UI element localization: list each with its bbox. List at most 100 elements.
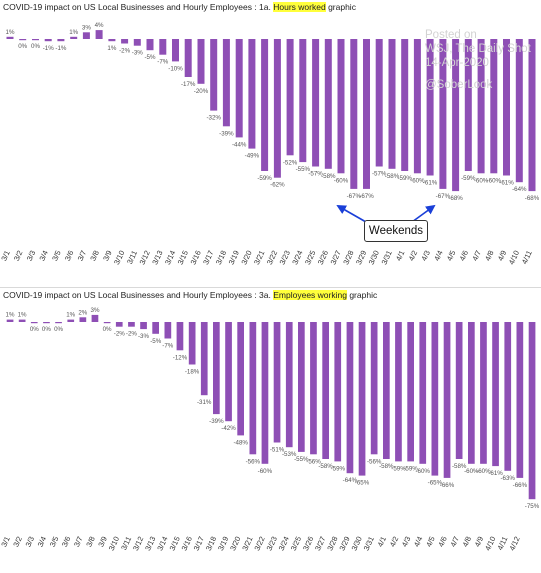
data-label: -56% — [306, 458, 321, 465]
bar — [67, 319, 75, 322]
bar — [286, 39, 294, 156]
bar — [32, 39, 39, 41]
data-label: -44% — [232, 141, 247, 148]
bar — [528, 39, 536, 192]
data-label: -12% — [173, 354, 188, 361]
data-label: -18% — [185, 369, 200, 376]
bar — [431, 322, 439, 476]
data-label: -7% — [162, 343, 174, 350]
x-tick-label: 4/10 — [507, 249, 521, 266]
bar — [464, 39, 472, 171]
x-tick-label: 3/18 — [204, 535, 218, 552]
data-label: -67% — [347, 193, 362, 200]
data-label: -61% — [499, 180, 514, 187]
bar — [443, 322, 451, 478]
bar — [121, 39, 129, 44]
bar — [6, 36, 14, 39]
x-tick-label: 3/24 — [277, 535, 291, 552]
x-tick-label: 4/3 — [400, 535, 413, 548]
data-label: -51% — [270, 447, 285, 454]
x-tick-label: 4/2 — [388, 535, 401, 548]
data-label: -60% — [487, 177, 502, 184]
bar — [115, 322, 123, 327]
bar — [146, 39, 154, 51]
weekends-annotation: Weekends — [364, 220, 428, 242]
x-tick-label: 4/4 — [412, 535, 425, 548]
watermark-line: Posted on — [425, 29, 477, 41]
data-label: -42% — [221, 425, 236, 432]
data-label: -59% — [397, 175, 412, 182]
data-label: 0% — [54, 326, 63, 333]
bar — [468, 322, 475, 464]
data-label: -58% — [318, 463, 333, 470]
x-tick-label: 3/22 — [265, 249, 279, 266]
x-tick-label: 3/17 — [192, 535, 206, 552]
chart-title-employees-working: COVID-19 impact on US Local Businesses a… — [3, 290, 377, 300]
bar — [310, 322, 317, 455]
data-label: -60% — [334, 177, 349, 184]
data-label: -56% — [367, 458, 382, 465]
bar — [528, 322, 536, 500]
data-label: -7% — [157, 59, 169, 66]
x-tick-label: 3/13 — [150, 249, 164, 266]
data-label: -52% — [283, 159, 298, 166]
x-tick-label: 4/9 — [473, 535, 486, 548]
x-tick-label: 4/4 — [432, 249, 445, 262]
x-tick-label: 3/29 — [337, 535, 351, 552]
data-label: 4% — [95, 22, 104, 29]
data-label: -3% — [138, 333, 150, 340]
title-suffix: graphic — [349, 290, 378, 300]
bar — [358, 322, 366, 476]
bar — [299, 39, 307, 163]
bar — [18, 319, 26, 322]
bar — [298, 322, 305, 452]
bar — [57, 39, 65, 42]
bar — [248, 39, 256, 149]
bar — [401, 39, 409, 171]
x-tick-label: 3/25 — [303, 249, 317, 266]
x-tick-label: 4/12 — [507, 535, 521, 552]
bar — [477, 39, 485, 174]
bar — [426, 39, 434, 176]
title-suffix: graphic — [328, 2, 356, 12]
data-label: -49% — [245, 153, 260, 160]
bar — [388, 39, 396, 169]
bar — [237, 322, 244, 436]
bar — [44, 39, 52, 42]
chart-title-hours-worked: COVID-19 impact on US Local Businesses a… — [3, 2, 356, 12]
bar — [490, 39, 498, 174]
data-label: -2% — [114, 331, 126, 338]
bar — [503, 39, 510, 176]
data-label: -60% — [258, 468, 273, 475]
data-label: -66% — [440, 482, 455, 489]
employees-working-bar-chart: 1% 3/1 1% 3/2 0% 3/3 0% 3/4 0% 3/5 1% 3/6 2% 3/7 3% 3/8… — [0, 307, 540, 552]
x-tick-label: 3/5 — [48, 535, 61, 548]
bar — [6, 319, 14, 322]
x-tick-label: 3/21 — [252, 249, 266, 266]
bar — [235, 39, 243, 138]
x-tick-label: 3/30 — [349, 535, 363, 552]
data-label: -67% — [436, 193, 451, 200]
data-label: -59% — [391, 465, 406, 472]
x-tick-label: 4/7 — [470, 249, 483, 262]
x-tick-label: 3/7 — [72, 535, 85, 548]
data-label: 0% — [103, 326, 112, 333]
bar — [515, 39, 523, 183]
x-tick-label: 3/20 — [228, 535, 242, 552]
bar — [261, 39, 269, 171]
bar — [334, 322, 342, 462]
x-tick-label: 3/31 — [362, 535, 376, 552]
x-tick-label: 4/11 — [520, 249, 534, 266]
data-label: -31% — [197, 399, 212, 406]
x-tick-label: 4/10 — [483, 535, 497, 552]
bar — [79, 317, 87, 322]
data-label: -65% — [355, 480, 370, 487]
data-label: -60% — [415, 468, 430, 475]
bar — [273, 322, 281, 443]
x-tick-label: 3/5 — [50, 249, 63, 262]
data-label: -53% — [282, 451, 297, 458]
bar — [188, 322, 196, 365]
bar — [492, 322, 499, 467]
x-tick-label: 4/8 — [461, 535, 474, 548]
data-label: 1% — [107, 45, 116, 52]
